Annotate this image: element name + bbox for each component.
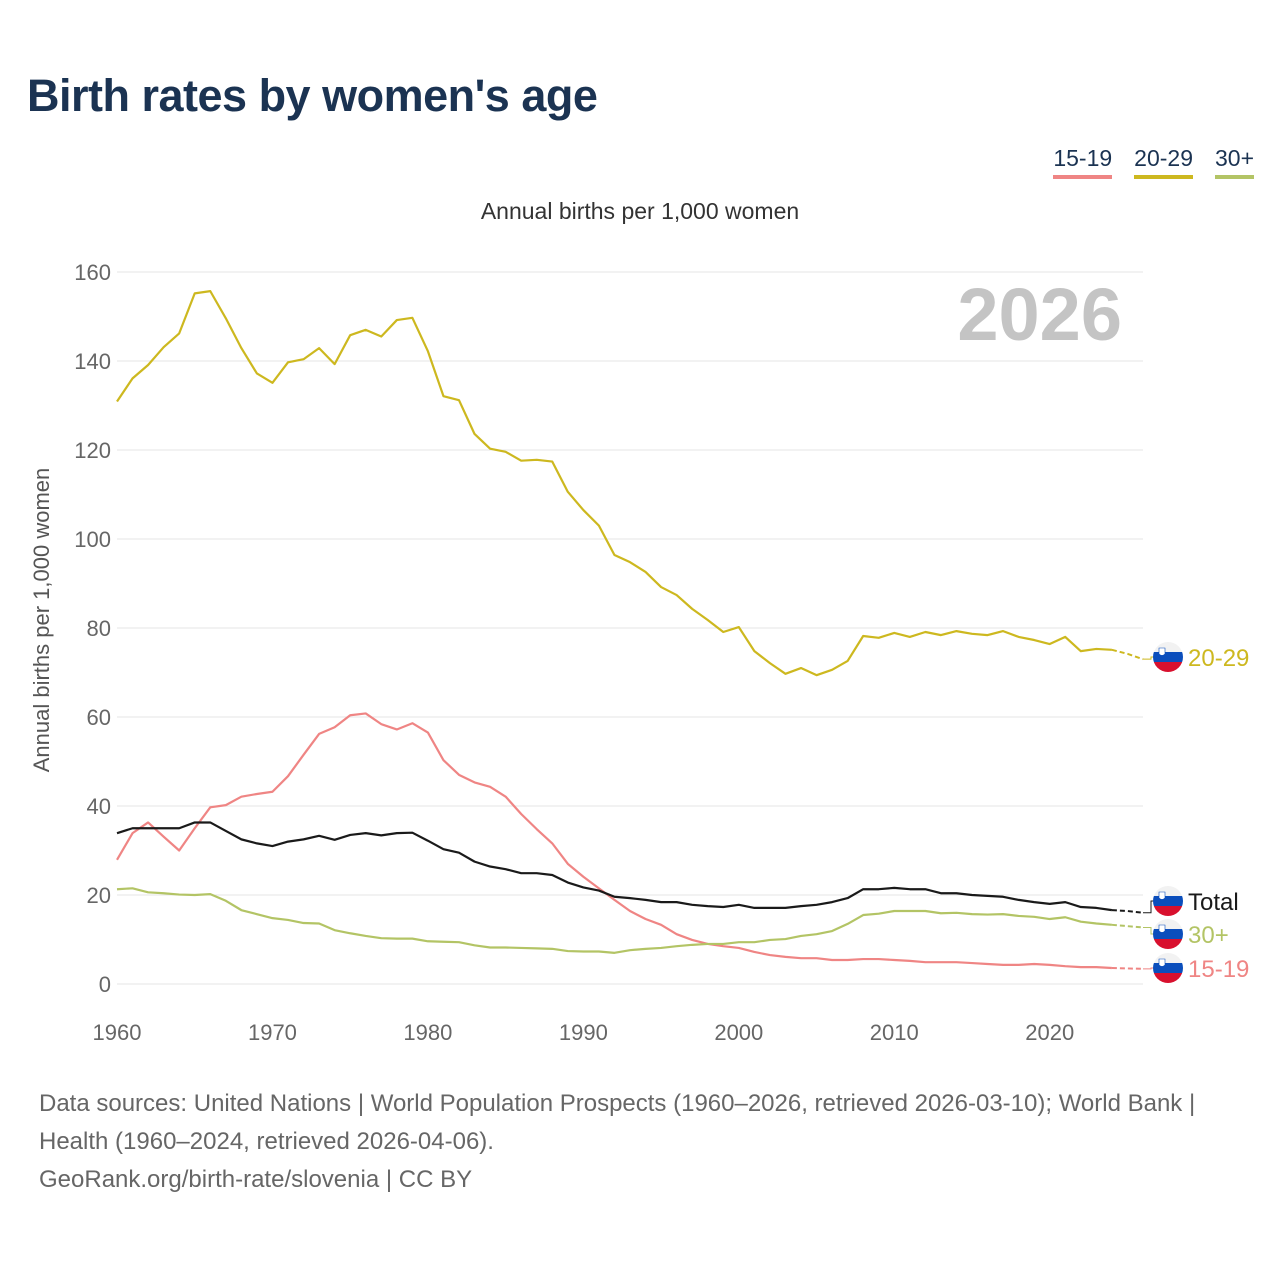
x-tick-label: 1980 xyxy=(403,1020,452,1045)
footer: Data sources: United Nations | World Pop… xyxy=(39,1085,1239,1199)
y-tick-label: 20 xyxy=(87,883,111,908)
x-tick-label: 2010 xyxy=(870,1020,919,1045)
y-tick-label: 40 xyxy=(87,794,111,819)
slovenia-flag-icon xyxy=(1153,886,1183,916)
series-projection-15-19 xyxy=(1111,966,1144,970)
series-line-15-19 xyxy=(116,712,1112,970)
series-end-label: 15-19 xyxy=(1188,956,1249,983)
data-sources: Data sources: United Nations | World Pop… xyxy=(39,1090,1196,1155)
y-tick-label: 100 xyxy=(74,527,111,552)
chart-subtitle: Annual births per 1,000 women xyxy=(480,198,800,224)
page-title: Birth rates by women's age xyxy=(27,70,598,121)
slovenia-flag-icon xyxy=(1153,642,1183,672)
series-line-total xyxy=(116,821,1113,912)
legend-item-30-plus[interactable]: 30+ xyxy=(1214,145,1254,179)
series-end-label: 20-29 xyxy=(1188,645,1249,672)
y-tick-label: 60 xyxy=(87,705,111,730)
series-end-label: 30+ xyxy=(1188,922,1229,949)
slovenia-flag-icon xyxy=(1153,919,1183,949)
source-link[interactable]: GeoRank.org/birth-rate/slovenia | CC BY xyxy=(39,1166,473,1193)
x-tick-label: 1970 xyxy=(248,1020,297,1045)
series-line-30-plus xyxy=(116,887,1113,954)
x-tick-label: 2000 xyxy=(714,1020,763,1045)
legend-item-15-19[interactable]: 15-19 xyxy=(1053,145,1113,179)
slovenia-flag-icon xyxy=(1153,953,1183,983)
x-tick-label: 2020 xyxy=(1025,1020,1074,1045)
legend: 15-19 20-29 30+ xyxy=(1053,145,1254,179)
year-watermark: 2026 xyxy=(957,273,1122,356)
legend-item-20-29[interactable]: 20-29 xyxy=(1134,145,1193,179)
y-tick-label: 0 xyxy=(99,972,111,997)
y-tick-label: 140 xyxy=(74,349,111,374)
y-tick-label: 80 xyxy=(87,616,111,641)
series-line-20-29 xyxy=(116,290,1112,677)
series-projection-20-29 xyxy=(1111,648,1144,661)
series-projection-30-plus xyxy=(1111,923,1144,929)
y-tick-label: 160 xyxy=(74,260,111,285)
y-tick-label: 120 xyxy=(74,438,111,463)
x-tick-label: 1960 xyxy=(93,1020,142,1045)
series-end-label: Total xyxy=(1188,889,1239,916)
x-tick-label: 1990 xyxy=(559,1020,608,1045)
series-projection-total xyxy=(1111,909,1144,914)
